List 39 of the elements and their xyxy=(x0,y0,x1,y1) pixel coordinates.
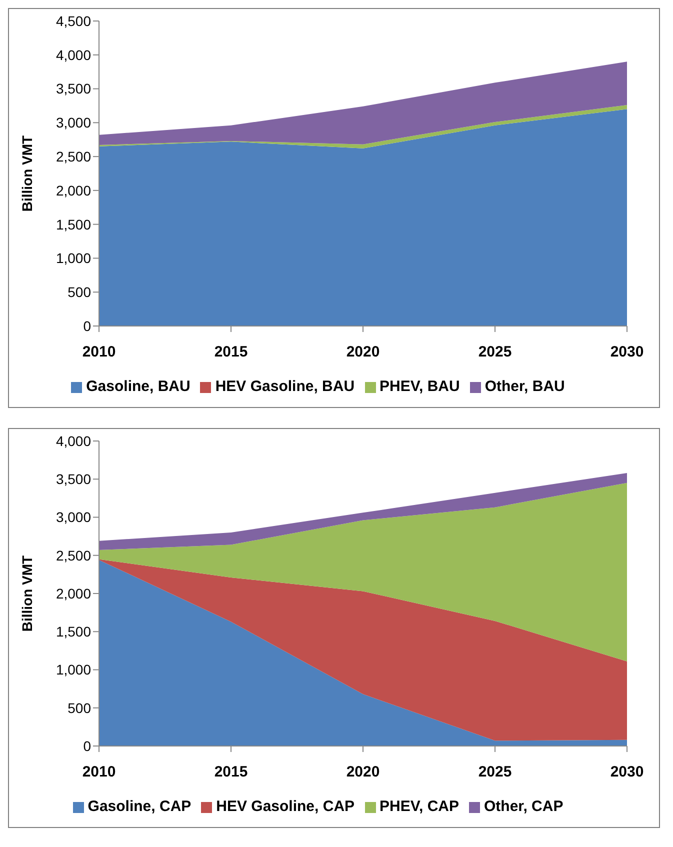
x-tick-label: 2030 xyxy=(610,764,644,781)
x-tick-label: 2020 xyxy=(346,764,380,781)
x-tick-label: 2010 xyxy=(82,764,116,781)
y-tick-label: 500 xyxy=(68,284,92,300)
x-tick-label: 2015 xyxy=(214,344,248,361)
legend-label: HEV Gasoline, BAU xyxy=(215,378,355,395)
y-tick-label: 4,000 xyxy=(56,432,92,449)
x-tick-label: 2025 xyxy=(478,344,512,361)
y-axis-title: Billion VMT xyxy=(18,134,35,212)
y-tick-label: 4,500 xyxy=(56,12,92,29)
y-tick-label: 1,000 xyxy=(56,250,92,266)
y-tick-label: 2,500 xyxy=(56,148,92,165)
legend-label: Gasoline, CAP xyxy=(88,798,192,815)
legend-label: PHEV, CAP xyxy=(380,798,460,815)
legend-label: PHEV, BAU xyxy=(380,378,460,395)
y-tick-label: 3,000 xyxy=(56,509,92,526)
y-tick-label: 500 xyxy=(68,700,92,716)
x-tick-label: 2015 xyxy=(214,764,248,781)
x-tick-label: 2010 xyxy=(82,344,116,361)
y-axis-title: Billion VMT xyxy=(18,554,35,632)
x-tick-label: 2020 xyxy=(346,344,380,361)
x-tick-label: 2025 xyxy=(478,764,512,781)
y-tick-label: 0 xyxy=(83,738,92,754)
legend-label: Other, BAU xyxy=(484,378,565,395)
y-tick-label: 2,500 xyxy=(56,547,92,564)
legend-label: Other, CAP xyxy=(484,798,564,815)
x-tick-label: 2030 xyxy=(610,344,644,361)
legend-label: HEV Gasoline, CAP xyxy=(216,798,355,815)
legend-label: Gasoline, BAU xyxy=(86,378,190,395)
y-tick-label: 2,000 xyxy=(56,182,92,198)
y-tick-label: 1,500 xyxy=(56,624,92,640)
y-tick-label: 1,000 xyxy=(56,662,92,678)
y-tick-label: 0 xyxy=(83,318,92,334)
y-tick-label: 3,000 xyxy=(56,114,92,131)
y-tick-label: 3,500 xyxy=(56,471,92,488)
y-tick-label: 3,500 xyxy=(56,80,92,97)
y-tick-label: 4,000 xyxy=(56,46,92,63)
y-tick-label: 1,500 xyxy=(56,216,92,232)
y-tick-label: 2,000 xyxy=(56,585,92,602)
